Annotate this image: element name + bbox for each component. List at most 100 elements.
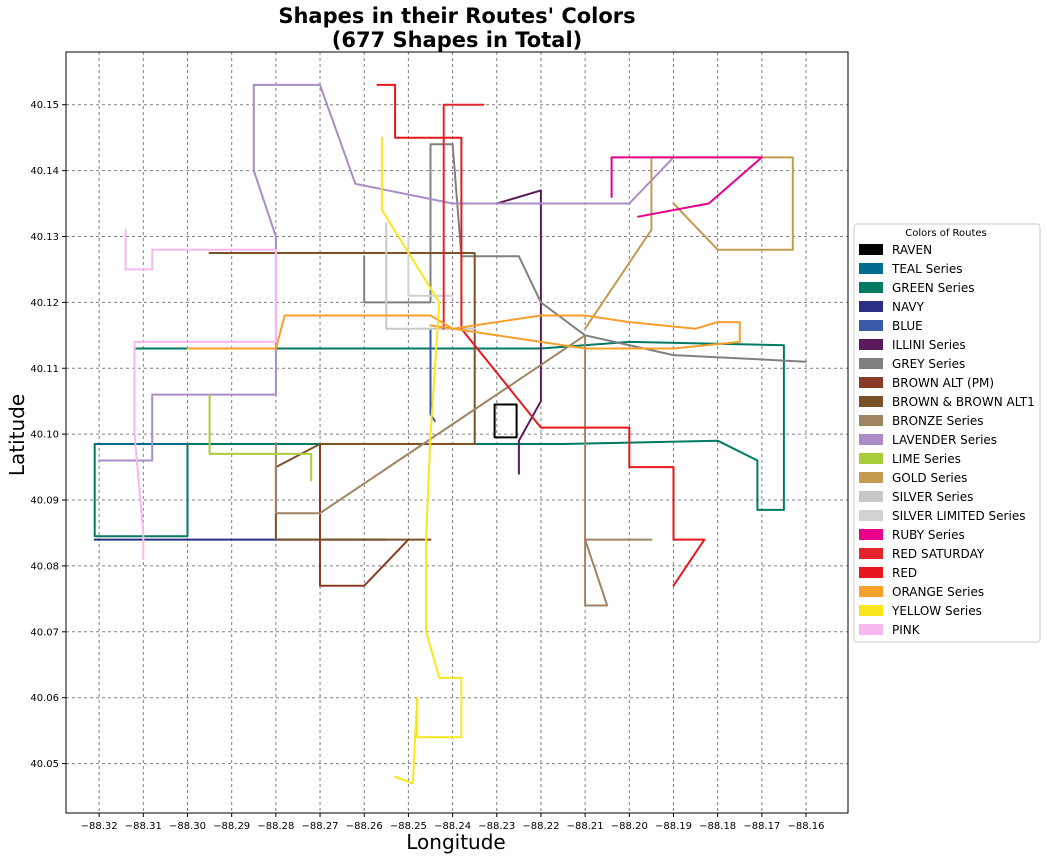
gridlines bbox=[66, 52, 848, 813]
chart-title-line1: Shapes in their Routes' Colors bbox=[278, 4, 635, 28]
x-tick-label: −88.22 bbox=[522, 821, 559, 832]
legend-label: BLUE bbox=[892, 319, 923, 333]
legend-label: YELLOW Series bbox=[891, 604, 982, 618]
x-tick-label: −88.20 bbox=[611, 821, 648, 832]
route-shape-lime-series bbox=[208, 393, 313, 482]
route-shape-ruby-series bbox=[610, 156, 763, 218]
legend-label: PINK bbox=[892, 623, 921, 637]
x-tick-label: −88.23 bbox=[478, 821, 515, 832]
legend-swatch bbox=[859, 339, 883, 350]
legend: Colors of Routes RAVEN TEAL Series GREEN S… bbox=[853, 223, 1041, 643]
route-shape-silver-limited-series bbox=[407, 235, 454, 297]
route-shape-lavender-series bbox=[98, 83, 675, 462]
legend-label: SILVER LIMITED Series bbox=[892, 509, 1025, 523]
legend-swatch bbox=[859, 396, 883, 407]
y-tick-label: 40.09 bbox=[30, 496, 59, 507]
x-axis-ticks: −88.32 −88.31 −88.30 −88.29 −88.28 −88.27 −88.… bbox=[81, 813, 825, 832]
legend-swatch bbox=[859, 358, 883, 369]
x-tick-label: −88.17 bbox=[743, 821, 780, 832]
y-tick-label: 40.11 bbox=[30, 364, 59, 375]
y-axis-ticks: 40.05 40.06 40.07 40.08 40.09 40.10 40.11 40.12… bbox=[30, 100, 66, 770]
x-tick-label: −88.29 bbox=[213, 821, 250, 832]
legend-label: GOLD Series bbox=[892, 471, 967, 485]
legend-label: LAVENDER Series bbox=[892, 433, 997, 447]
route-shape-green-series bbox=[93, 340, 785, 538]
legend-swatch bbox=[859, 434, 883, 445]
legend-label: NAVY bbox=[892, 300, 925, 314]
legend-label: GREY Series bbox=[892, 357, 965, 371]
x-tick-label: −88.26 bbox=[346, 821, 383, 832]
legend-swatch bbox=[859, 491, 883, 502]
x-tick-label: −88.19 bbox=[655, 821, 692, 832]
legend-label: RAVEN bbox=[892, 243, 932, 257]
route-shape-grey-series bbox=[363, 143, 807, 363]
y-tick-label: 40.08 bbox=[30, 561, 59, 572]
x-tick-label: −88.16 bbox=[788, 821, 825, 832]
y-tick-label: 40.10 bbox=[30, 430, 59, 441]
route-shape-silver-series bbox=[385, 222, 476, 330]
chart-title-line2: (677 Shapes in Total) bbox=[332, 28, 583, 52]
route-shape-yellow-series bbox=[380, 136, 463, 785]
legend-label: RED SATURDAY bbox=[892, 547, 985, 561]
plot-area-frame bbox=[65, 51, 849, 814]
x-tick-label: −88.32 bbox=[81, 821, 118, 832]
legend-swatch bbox=[859, 624, 883, 635]
legend-swatch bbox=[859, 605, 883, 616]
route-shape-brown-alt-pm bbox=[319, 443, 410, 587]
route-shape-bronze-series bbox=[274, 334, 653, 607]
legend-label: BROWN & BROWN ALT1 bbox=[892, 395, 1035, 409]
route-shape-pink bbox=[124, 228, 277, 561]
x-tick-label: −88.25 bbox=[390, 821, 427, 832]
legend-swatch bbox=[859, 567, 883, 578]
legend-swatch bbox=[859, 244, 883, 255]
y-tick-label: 40.15 bbox=[30, 100, 59, 111]
legend-items: RAVEN TEAL Series GREEN Series NAVY BLUE ILLI… bbox=[859, 243, 1035, 637]
legend-swatch bbox=[859, 529, 883, 540]
x-tick-label: −88.31 bbox=[125, 821, 162, 832]
y-tick-label: 40.13 bbox=[30, 232, 59, 243]
legend-label: SILVER Series bbox=[892, 490, 973, 504]
x-tick-label: −88.27 bbox=[302, 821, 339, 832]
route-shape-raven bbox=[493, 403, 518, 439]
legend-swatch bbox=[859, 320, 883, 331]
y-axis-label: Latitude bbox=[5, 394, 29, 476]
x-tick-label: −88.24 bbox=[434, 821, 471, 832]
legend-label: BRONZE Series bbox=[892, 414, 984, 428]
legend-swatch bbox=[859, 586, 883, 597]
legend-swatch bbox=[859, 472, 883, 483]
legend-swatch bbox=[859, 453, 883, 464]
legend-swatch bbox=[859, 263, 883, 274]
y-tick-label: 40.12 bbox=[30, 298, 59, 309]
legend-frame bbox=[853, 223, 1041, 643]
y-tick-label: 40.05 bbox=[30, 759, 59, 770]
y-tick-label: 40.07 bbox=[30, 627, 59, 638]
x-tick-label: −88.21 bbox=[567, 821, 604, 832]
route-shape-brown-brown-alt1 bbox=[208, 252, 476, 541]
x-tick-label: −88.28 bbox=[257, 821, 294, 832]
legend-label: RED bbox=[892, 566, 917, 580]
legend-label: LIME Series bbox=[892, 452, 961, 466]
y-tick-label: 40.14 bbox=[30, 166, 59, 177]
x-tick-label: −88.30 bbox=[169, 821, 206, 832]
legend-label: BROWN ALT (PM) bbox=[892, 376, 994, 390]
legend-swatch bbox=[859, 415, 883, 426]
legend-swatch bbox=[859, 301, 883, 312]
legend-title: Colors of Routes bbox=[905, 228, 987, 239]
route-shape-red-saturday bbox=[442, 103, 485, 330]
route-shape-orange-series bbox=[186, 314, 741, 350]
legend-swatch bbox=[859, 548, 883, 559]
legend-swatch bbox=[859, 282, 883, 293]
legend-label: RUBY Series bbox=[892, 528, 965, 542]
legend-label: ILLINI Series bbox=[892, 338, 966, 352]
x-axis-label: Longitude bbox=[406, 830, 505, 854]
legend-label: GREEN Series bbox=[892, 281, 975, 295]
legend-label: ORANGE Series bbox=[892, 585, 984, 599]
route-shape-red bbox=[376, 83, 706, 587]
route-shape-blue bbox=[429, 327, 436, 422]
y-tick-label: 40.06 bbox=[30, 693, 59, 704]
route-shape-gold-series bbox=[584, 156, 794, 330]
legend-label: TEAL Series bbox=[891, 262, 963, 276]
legend-swatch bbox=[859, 377, 883, 388]
route-shapes bbox=[93, 83, 807, 785]
